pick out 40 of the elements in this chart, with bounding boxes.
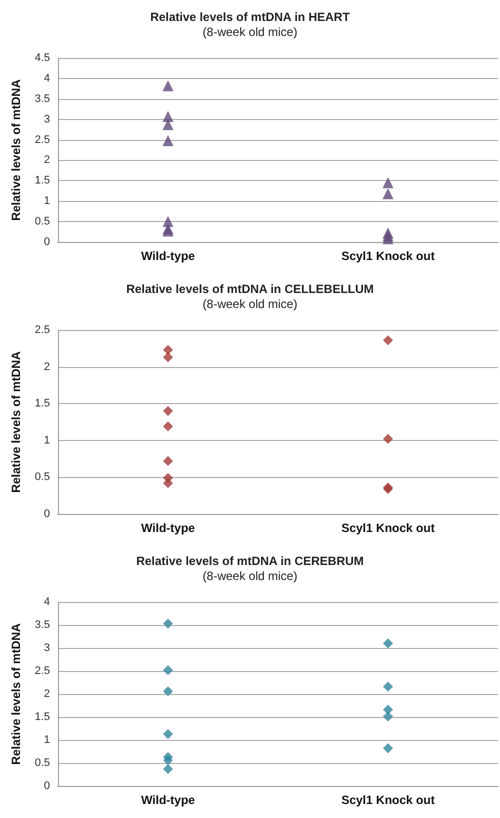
- x-tick-label: Scyl1 Knock out: [341, 249, 435, 263]
- chart-subtitle: (8-week old mice): [202, 297, 298, 311]
- y-tick-label: 0.5: [34, 471, 50, 484]
- y-tick-label: 0.5: [34, 216, 50, 228]
- chart-title: Relative levels of mtDNA in CELLEBELLUM: [126, 282, 374, 296]
- x-tick-label: Wild-type: [141, 793, 196, 807]
- y-tick-label: 1.5: [34, 398, 50, 410]
- x-tick-label: Wild-type: [141, 249, 196, 263]
- y-tick-label: 2.5: [34, 134, 50, 146]
- y-tick-label: 1: [44, 195, 50, 208]
- x-tick-label: Wild-type: [141, 521, 196, 535]
- y-tick-label: 3.5: [34, 619, 50, 631]
- y-tick-label: 3: [44, 642, 50, 654]
- y-tick-label: 1.5: [34, 711, 50, 723]
- y-tick-label: 1: [44, 734, 50, 746]
- x-tick-label: Scyl1 Knock out: [341, 793, 435, 807]
- y-axis-title: Relative levels of mtDNA: [9, 350, 23, 493]
- y-tick-label: 2.5: [34, 665, 50, 677]
- y-tick-label: 0.5: [34, 757, 50, 769]
- y-tick-label: 2: [44, 360, 50, 373]
- y-axis-title: Relative levels of mtDNA: [9, 622, 23, 765]
- chart-subtitle: (8-week old mice): [202, 25, 298, 39]
- y-tick-label: 3: [44, 113, 50, 126]
- y-tick-label: 4.5: [34, 52, 50, 64]
- y-tick-label: 4: [44, 596, 50, 608]
- y-axis-title: Relative levels of mtDNA: [9, 78, 23, 221]
- chart-subtitle: (8-week old mice): [202, 569, 298, 583]
- y-tick-label: 2.5: [34, 324, 50, 336]
- y-tick-label: 2: [44, 688, 50, 700]
- y-tick-label: 1.5: [34, 174, 50, 187]
- y-tick-label: 0: [44, 780, 50, 792]
- chart-title: Relative levels of mtDNA in CEREBRUM: [136, 554, 364, 568]
- y-tick-label: 2: [44, 154, 50, 166]
- y-tick-label: 1: [44, 434, 50, 446]
- x-tick-label: Scyl1 Knock out: [341, 521, 435, 535]
- chart-title: Relative levels of mtDNA in HEART: [150, 10, 350, 24]
- y-tick-label: 4: [44, 72, 50, 84]
- y-tick-label: 0: [44, 236, 50, 248]
- y-tick-label: 0: [44, 508, 50, 520]
- y-tick-label: 3.5: [34, 92, 50, 105]
